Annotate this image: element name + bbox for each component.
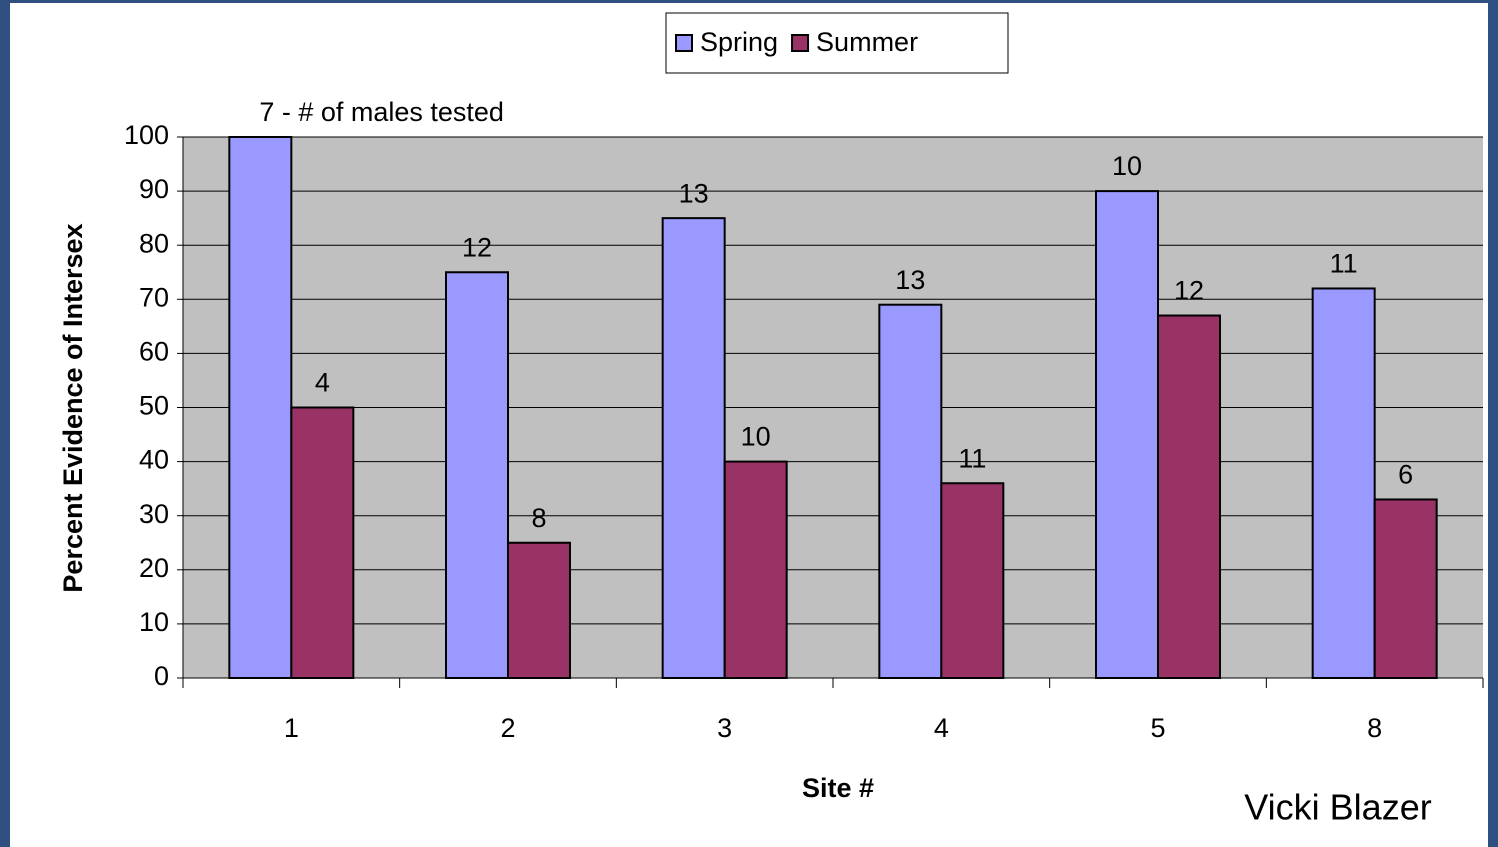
y-tick-label: 0 (154, 661, 169, 691)
legend-label: Spring (700, 27, 778, 57)
bar (228, 136, 293, 679)
y-tick-label: 70 (139, 282, 169, 312)
bar (507, 541, 571, 679)
bar-label: 13 (895, 265, 925, 295)
y-tick-label: 50 (139, 391, 169, 421)
x-tick-label: 1 (284, 713, 299, 743)
y-tick-label: 40 (139, 445, 169, 475)
bar-label: 12 (462, 232, 492, 262)
bar (723, 460, 788, 679)
legend-swatch (675, 34, 693, 52)
bar-label: 10 (1112, 151, 1142, 181)
bar-label: 4 (315, 368, 330, 398)
bar (445, 271, 509, 679)
legend-box (665, 12, 1009, 74)
y-tick-label: 90 (139, 174, 169, 204)
y-tick-label: 30 (139, 499, 169, 529)
y-tick-label: 20 (139, 553, 169, 583)
bar-label: 8 (531, 503, 546, 533)
x-tick-label: 4 (934, 713, 949, 743)
bar-label: 10 (741, 422, 771, 452)
bar (878, 303, 943, 679)
credit: Vicki Blazer (1244, 787, 1431, 828)
bar (1095, 190, 1159, 679)
y-axis-label: Percent Evidence of Intersex (58, 223, 88, 592)
bar-label: 12 (1174, 276, 1204, 306)
legend-label: Summer (816, 27, 918, 57)
bar (290, 406, 355, 679)
x-tick-label: 3 (717, 713, 732, 743)
bar-label: 13 (679, 178, 709, 208)
bar (1311, 287, 1376, 679)
x-tick-label: 8 (1367, 713, 1382, 743)
legend-swatch (791, 34, 810, 52)
y-tick-label: 60 (139, 337, 169, 367)
bar (1157, 314, 1221, 679)
x-axis-label: Site # (802, 773, 874, 803)
bar-label: 11 (958, 443, 986, 473)
x-tick-label: 5 (1150, 713, 1165, 743)
y-tick-label: 80 (139, 228, 169, 258)
bar-label: 11 (1330, 249, 1358, 279)
x-tick-label: 2 (500, 713, 515, 743)
bar (1373, 498, 1438, 679)
bar (661, 217, 726, 679)
y-tick-label: 100 (124, 120, 169, 150)
bar-label: 6 (1398, 460, 1413, 490)
bar (940, 482, 1005, 679)
y-tick-label: 10 (139, 607, 169, 637)
bar-label: 7 - # of males tested (259, 97, 504, 127)
